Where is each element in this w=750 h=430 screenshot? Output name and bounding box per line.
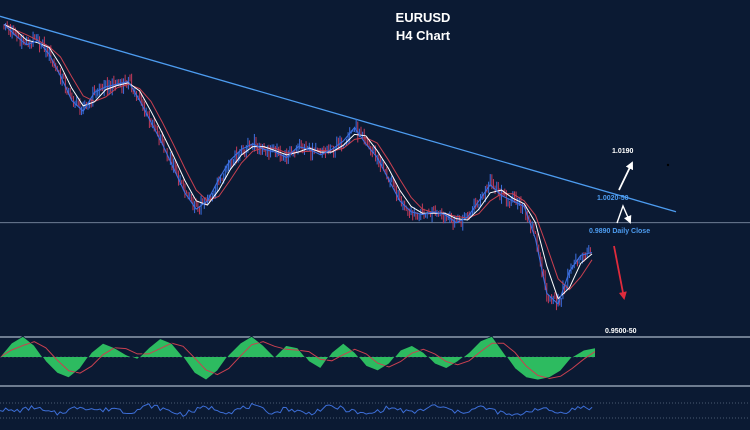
level-label-daily-close: 0.9890 Daily Close [589, 228, 650, 235]
moving-average-fast [3, 23, 593, 300]
level-label-resistance: 1.0020-50 [597, 195, 629, 202]
oscillator-panel [0, 335, 596, 381]
chart-subtitle: H4 Chart [396, 28, 451, 43]
oscillator-outline [0, 335, 596, 381]
moving-average-slow [3, 23, 593, 291]
oscillator-signal-line [0, 341, 596, 380]
arrow-down-target [613, 245, 627, 300]
level-label-target-down: 0.9500-50 [605, 328, 637, 335]
price-panel [0, 15, 750, 387]
oscillator-area [0, 336, 595, 380]
rsi-panel [0, 402, 750, 419]
arrow-resistance-turn [616, 204, 632, 224]
chart-title: EURUSD [396, 10, 451, 25]
price-series-line [3, 24, 593, 306]
marker-dot [666, 163, 670, 167]
level-label-target-up: 1.0190 [612, 148, 634, 155]
arrow-up-target [618, 161, 634, 191]
rsi-line [0, 402, 593, 418]
arrow-annotations [613, 161, 634, 300]
trendline [0, 15, 677, 213]
